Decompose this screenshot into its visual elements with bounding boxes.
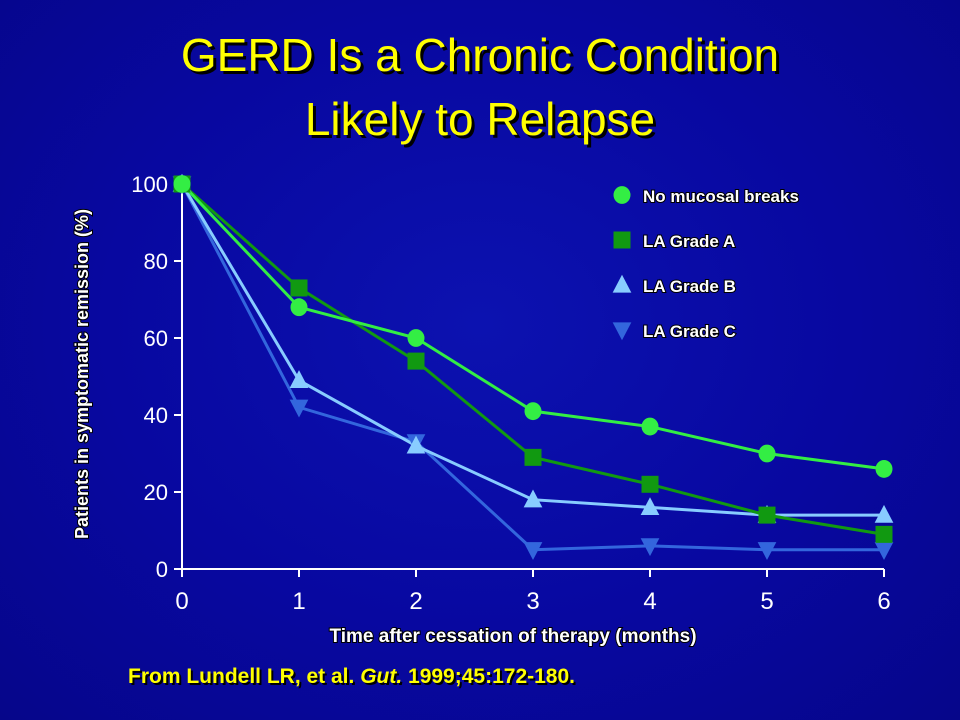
data-point-triangle-down — [757, 542, 777, 560]
x-tick-label: 1 — [292, 588, 305, 615]
x-tick-label: 0 — [175, 588, 188, 615]
legend-marker-triangle-down — [612, 322, 632, 341]
data-point-square — [758, 506, 776, 524]
data-point-triangle-up — [289, 370, 309, 388]
data-point-triangle-up — [640, 497, 660, 516]
data-point-circle — [524, 402, 542, 421]
slide-title-line-2: Likely to Relapse — [304, 93, 656, 145]
y-tick-label: 80 — [144, 249, 168, 274]
data-point-triangle-down — [874, 542, 894, 560]
citation-prefix: From Lundell LR, et al. — [128, 665, 361, 688]
data-point-circle — [290, 298, 308, 317]
data-point-square — [290, 279, 308, 297]
chart-legend: No mucosal breaks LA Grade A LA Grade B LA … — [612, 186, 800, 342]
y-axis-title: Patients in symptomatic remission (%) — [72, 209, 92, 539]
data-point-square — [407, 352, 425, 370]
y-tick-label: 20 — [144, 480, 168, 505]
legend-marker-circle — [613, 186, 631, 204]
slide-title-line-1: GERD Is a Chronic Condition — [180, 29, 780, 81]
x-tick-label: 4 — [643, 588, 656, 615]
data-point-circle — [173, 175, 191, 193]
legend-label: LA Grade C — [643, 322, 736, 341]
x-tick-label: 3 — [526, 588, 539, 615]
legend-marker-square — [613, 231, 631, 249]
y-tick-label: 60 — [144, 326, 168, 351]
data-point-triangle-up — [523, 489, 543, 508]
data-point-triangle-down — [640, 538, 660, 557]
citation-journal: Gut. — [360, 665, 403, 688]
x-axis-title: Time after cessation of therapy (months) — [329, 626, 696, 647]
data-point-triangle-down — [523, 542, 543, 560]
data-point-circle — [641, 417, 659, 436]
x-tick-label: 6 — [877, 588, 890, 615]
legend-label: LA Grade A — [643, 232, 735, 251]
data-point-triangle-up — [874, 504, 894, 523]
data-point-circle — [407, 329, 425, 347]
data-point-circle — [875, 459, 893, 478]
x-tick-label: 5 — [760, 588, 773, 615]
series-line-circle — [180, 182, 885, 471]
data-point-circle — [758, 444, 776, 463]
data-point-square — [641, 475, 659, 493]
data-point-triangle-down — [289, 399, 309, 418]
y-tick-label: 100 — [131, 172, 168, 197]
x-tick-label: 2 — [409, 588, 422, 615]
y-tick-label: 40 — [144, 403, 168, 428]
chart-axis-labels: Time after cessation of therapy (months)… — [71, 208, 698, 648]
data-point-square — [524, 448, 542, 466]
data-point-square — [875, 525, 893, 543]
citation-suffix: 1999;45:172-180. — [402, 665, 575, 688]
legend-marker-triangle-up — [612, 274, 632, 293]
chart-series-markers — [172, 173, 894, 560]
data-point-triangle-up — [406, 435, 426, 454]
chart-axes: 0 20 40 60 80 100 0 1 2 3 4 5 6 — [131, 172, 890, 615]
citation: From Lundell LR, et al. Gut. 1999;45:172… — [128, 665, 575, 689]
legend-label: LA Grade B — [643, 277, 736, 296]
legend-label: No mucosal breaks — [643, 187, 799, 206]
y-tick-label: 0 — [156, 557, 168, 582]
